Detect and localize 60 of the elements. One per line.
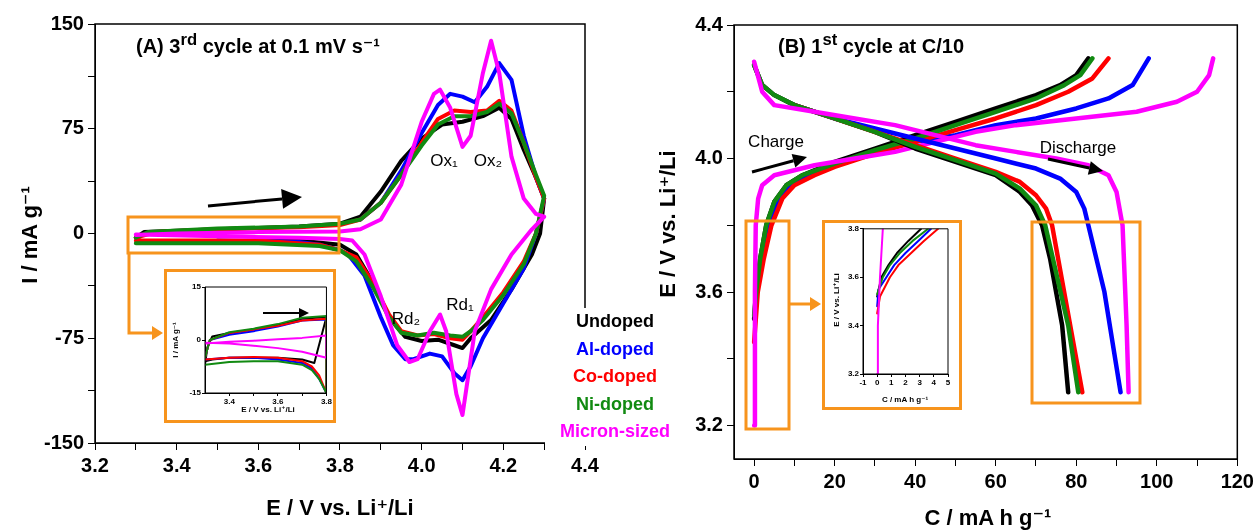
x-tick-label: 4 bbox=[931, 378, 937, 387]
x-tick-label: 3.4 bbox=[223, 397, 236, 406]
x-tick-label: 3.6 bbox=[244, 453, 273, 476]
y-tick-label: 3.8 bbox=[847, 224, 860, 233]
x-tick-label: 4.2 bbox=[489, 453, 518, 476]
x-tick-label: 3.8 bbox=[320, 397, 333, 406]
y-tick-label: 75 bbox=[61, 116, 84, 139]
x-tick-label: 4.4 bbox=[571, 453, 600, 476]
y-axis-title: I / mA g⁻¹ bbox=[17, 186, 42, 284]
x-tick-label: 2 bbox=[903, 378, 909, 387]
x-axis-title: E / V vs. Li⁺/Li bbox=[266, 495, 414, 520]
text: Micron-sized bbox=[559, 420, 671, 443]
x-axis-title: C / mA h g⁻¹ bbox=[881, 395, 929, 404]
annotation: Ox₁ bbox=[430, 150, 458, 170]
y-tick-label: 150 bbox=[50, 11, 84, 34]
y-tick-label: 15 bbox=[192, 282, 202, 292]
x-tick-label: 1 bbox=[889, 378, 895, 387]
y-tick-label: -150 bbox=[43, 430, 84, 453]
y-tick-label: 4.0 bbox=[695, 146, 723, 169]
y-tick-label: 3.2 bbox=[695, 413, 723, 436]
x-tick-label: 3 bbox=[917, 378, 923, 387]
x-tick-label: 3.8 bbox=[326, 453, 354, 476]
text: Undoped bbox=[575, 310, 655, 333]
annotation: Rd₁ bbox=[446, 294, 474, 314]
x-tick-label: 100 bbox=[1140, 469, 1174, 492]
annotation: Discharge bbox=[1039, 137, 1117, 157]
y-tick-label: -15 bbox=[189, 388, 202, 398]
y-tick-label: 3.6 bbox=[695, 279, 723, 302]
text: Co-doped bbox=[572, 365, 658, 388]
y-tick-label: -75 bbox=[55, 325, 84, 348]
x-tick-label: 80 bbox=[1065, 469, 1088, 492]
annotation: Rd₂ bbox=[391, 308, 421, 328]
y-tick-label: 0 bbox=[196, 335, 202, 345]
text: Ni-doped bbox=[575, 392, 655, 416]
x-tick-label: 3.2 bbox=[81, 453, 109, 476]
x-tick-label: 0 bbox=[874, 378, 880, 387]
y-axis-title: E / V vs. Li⁺/Li bbox=[832, 273, 841, 327]
y-tick-label: 3.2 bbox=[847, 369, 860, 379]
x-tick-label: 4.0 bbox=[407, 453, 436, 476]
y-tick-label: 0 bbox=[72, 221, 84, 244]
x-tick-label: 5 bbox=[945, 378, 951, 387]
y-tick-label: 4.4 bbox=[695, 12, 724, 35]
x-tick-label: -1 bbox=[859, 378, 868, 387]
x-tick-label: 20 bbox=[823, 469, 846, 492]
text: Al-doped bbox=[575, 337, 655, 361]
y-axis-title: E / V vs. Li⁺/Li bbox=[655, 150, 680, 298]
annotation: Ox₂ bbox=[473, 150, 503, 170]
x-axis-title: E / V vs. Li⁺/Li bbox=[241, 405, 295, 414]
x-axis-title: C / mA h g⁻¹ bbox=[924, 505, 1052, 530]
annotation: Charge bbox=[748, 131, 804, 151]
x-tick-label: 3.6 bbox=[272, 397, 284, 406]
x-tick-label: 40 bbox=[904, 469, 927, 492]
x-tick-label: 60 bbox=[984, 469, 1007, 492]
x-tick-label: 0 bbox=[748, 469, 760, 492]
y-tick-label: 3.4 bbox=[847, 320, 860, 330]
y-tick-label: 3.6 bbox=[847, 272, 860, 282]
chart-title: (A) 3$^{rd}$ cycle at 0.1 mV s⁻¹ bbox=[136, 30, 380, 57]
y-axis-title: I / mA g⁻¹ bbox=[171, 322, 180, 358]
x-tick-label: 120 bbox=[1220, 469, 1254, 492]
chart-title: (B) 1$^{st}$ cycle at C/10 bbox=[778, 30, 965, 57]
